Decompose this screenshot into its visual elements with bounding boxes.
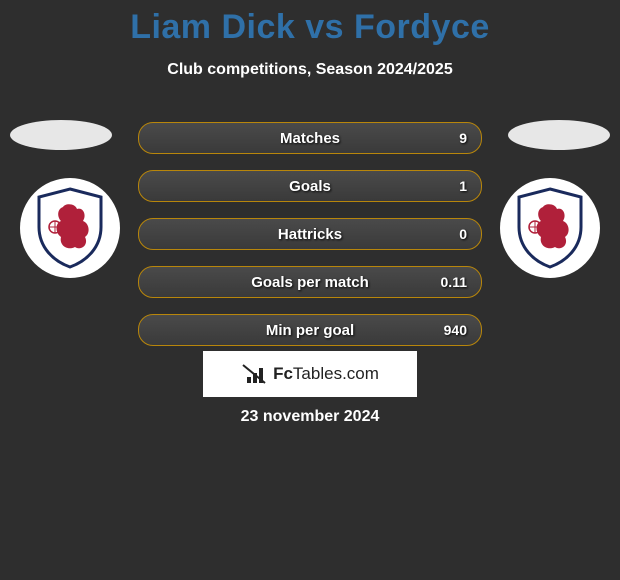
page-title: Liam Dick vs Fordyce (0, 0, 620, 47)
stat-row-min-per-goal: Min per goal 940 (138, 314, 482, 346)
stat-label: Matches (280, 130, 340, 147)
logo-tld: .com (342, 364, 379, 383)
stat-row-matches: Matches 9 (138, 122, 482, 154)
stat-label: Goals (289, 178, 331, 195)
stat-value: 0 (459, 226, 467, 242)
logo-suffix: Tables (293, 364, 342, 383)
stat-value: 0.11 (441, 274, 467, 290)
date-label: 23 november 2024 (0, 408, 620, 426)
stat-label: Goals per match (251, 274, 369, 291)
stat-label: Min per goal (266, 322, 354, 339)
player-photo-right (508, 120, 610, 150)
club-crest-left (20, 178, 120, 278)
logo-text: FcTables.com (273, 364, 379, 384)
player-photo-left (10, 120, 112, 150)
stat-value: 1 (459, 178, 467, 194)
shield-icon (515, 187, 585, 269)
club-crest-right (500, 178, 600, 278)
bar-chart-icon (241, 363, 267, 385)
source-logo: FcTables.com (203, 351, 417, 397)
stat-label: Hattricks (278, 226, 342, 243)
page-subtitle: Club competitions, Season 2024/2025 (0, 61, 620, 79)
stat-value: 940 (444, 322, 467, 338)
stat-row-goals-per-match: Goals per match 0.11 (138, 266, 482, 298)
stat-row-hattricks: Hattricks 0 (138, 218, 482, 250)
stats-panel: Matches 9 Goals 1 Hattricks 0 Goals per … (138, 122, 482, 362)
stat-value: 9 (459, 130, 467, 146)
logo-prefix: Fc (273, 364, 293, 383)
shield-icon (35, 187, 105, 269)
stat-row-goals: Goals 1 (138, 170, 482, 202)
